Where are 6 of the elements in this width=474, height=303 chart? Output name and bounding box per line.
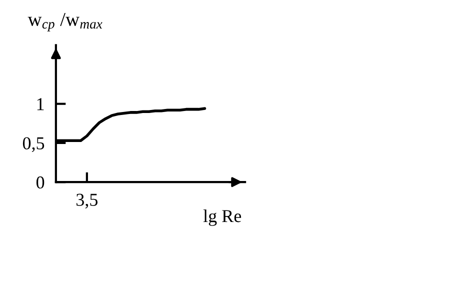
y-axis-title: w$_{ср}$ /w$_{max}$ [28,12,102,32]
y-tick-label: 0 [36,176,44,189]
y-tick-label: 1 [37,98,44,110]
x-axis-title: lg Re [203,209,242,226]
y-tick-label: 0,5 [22,137,44,152]
x-tick-label: 3,5 [76,194,98,209]
